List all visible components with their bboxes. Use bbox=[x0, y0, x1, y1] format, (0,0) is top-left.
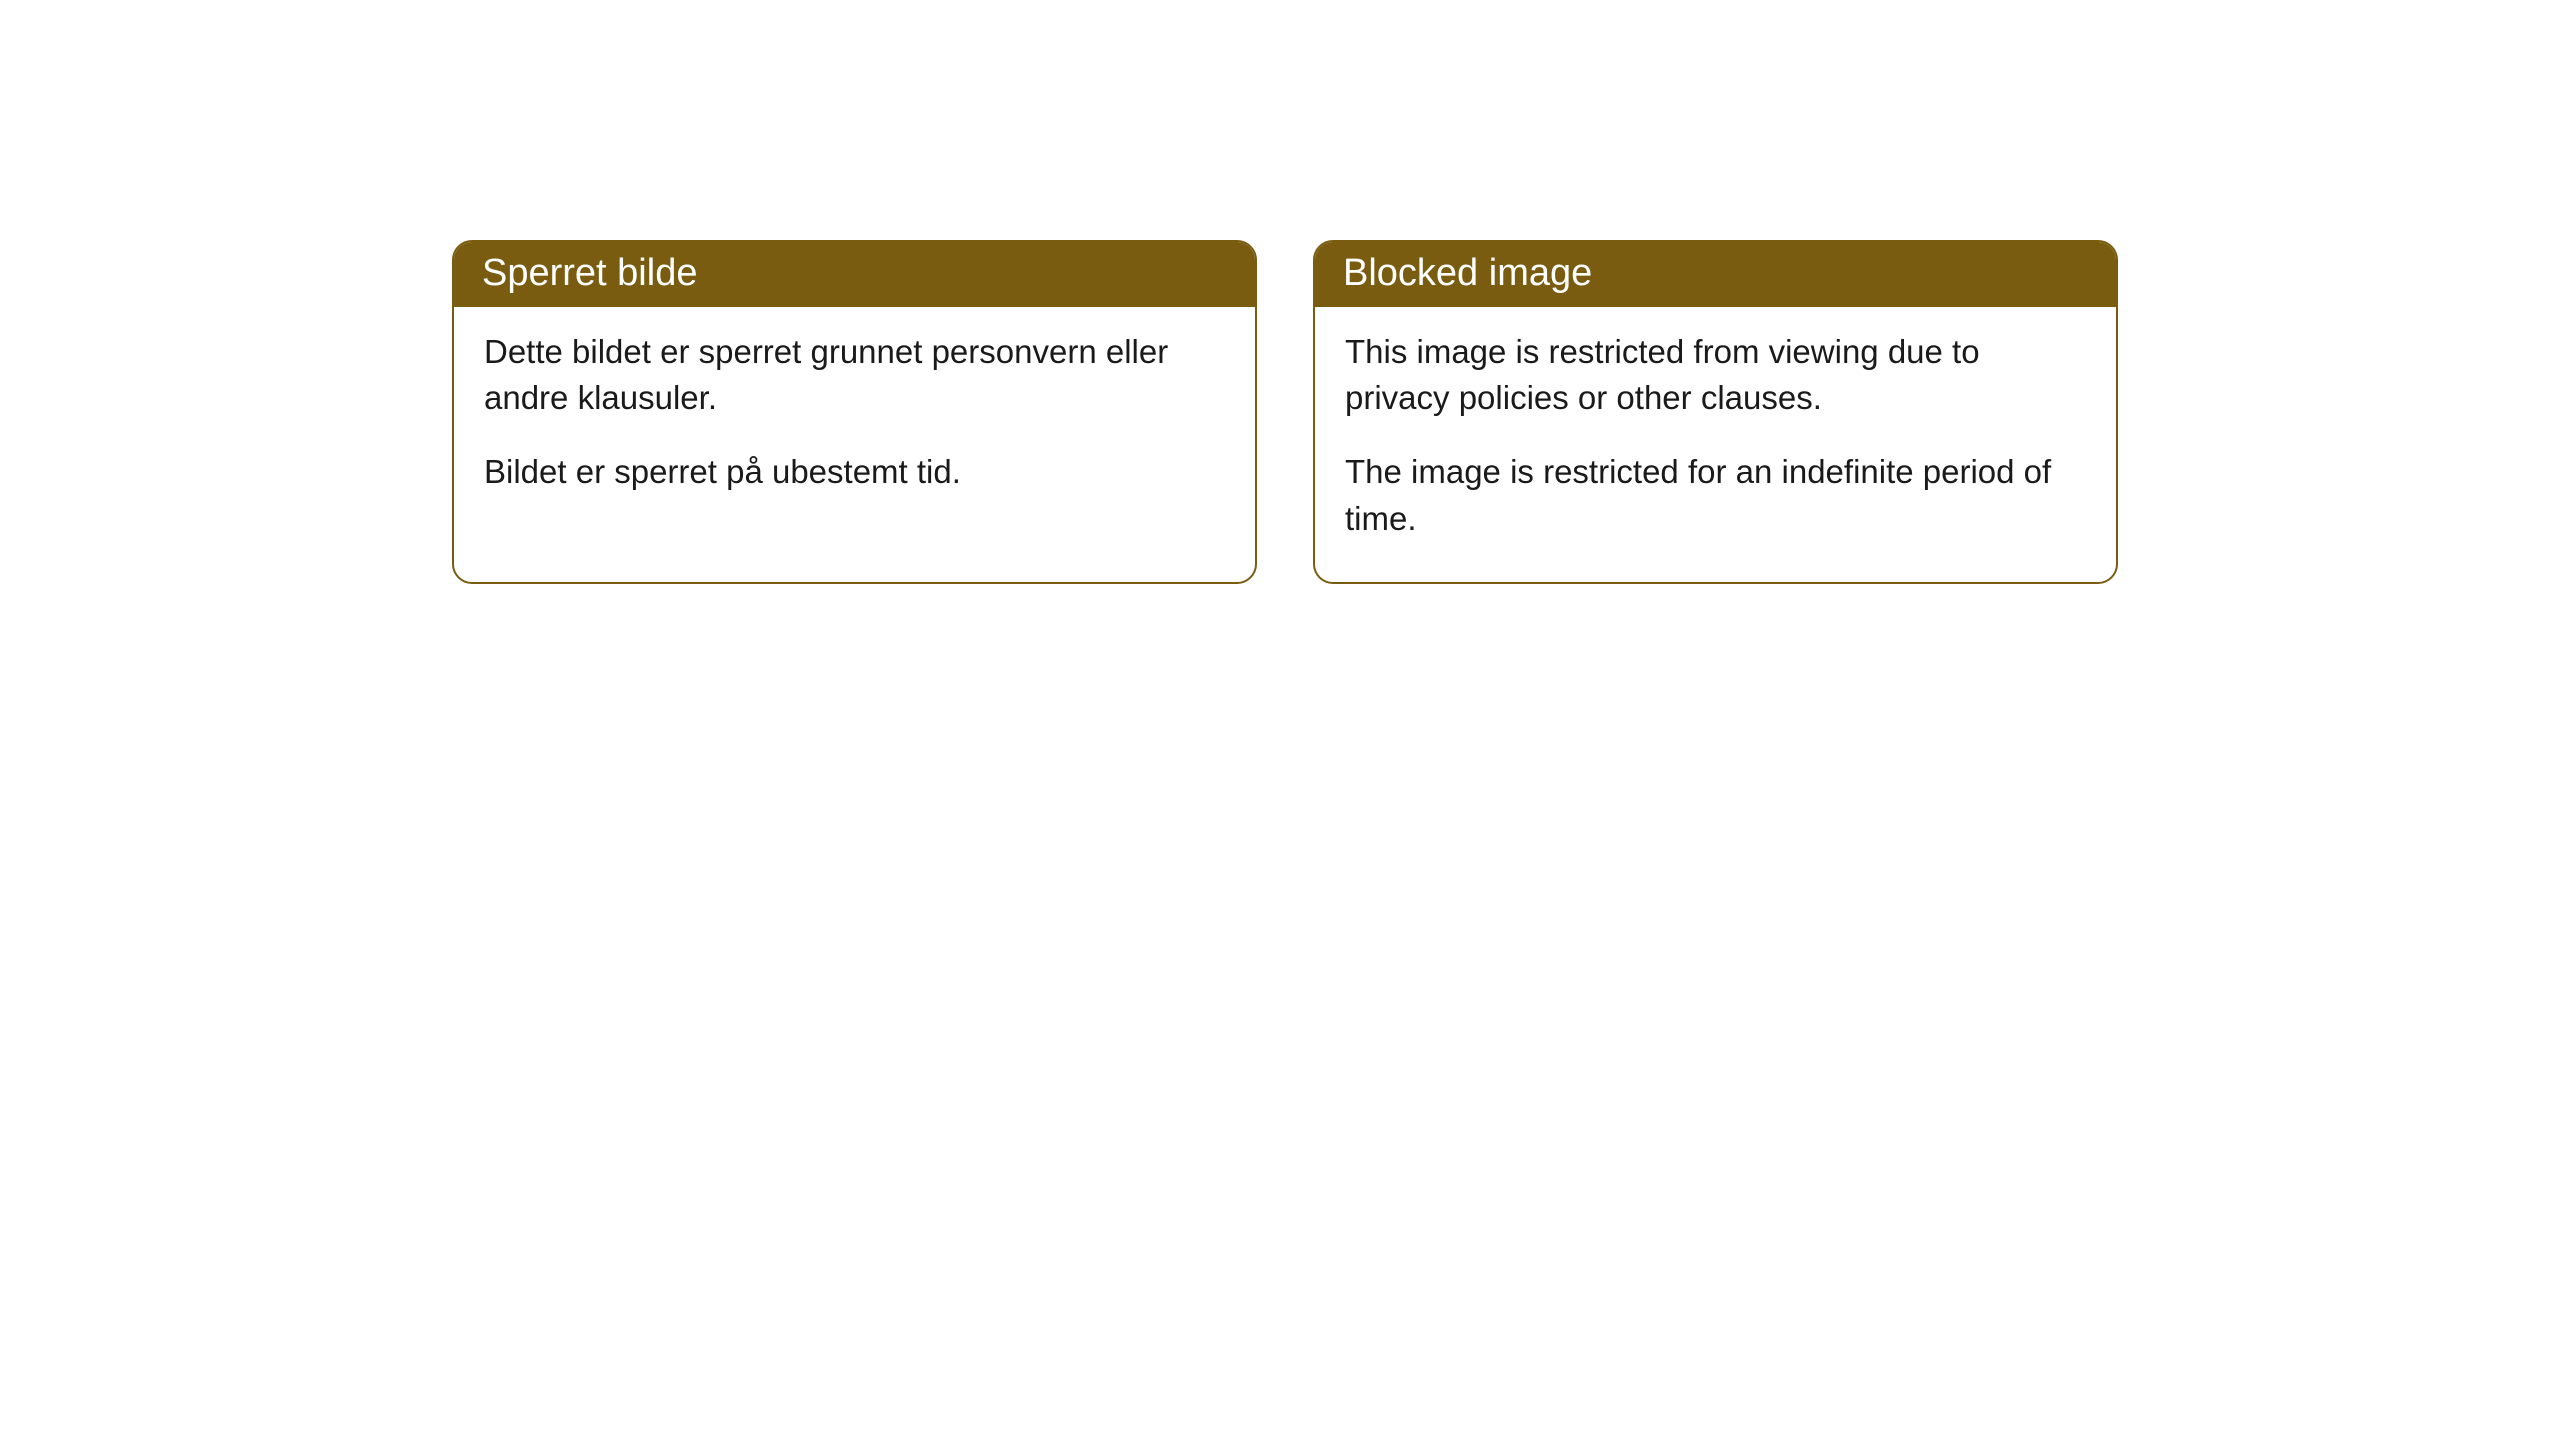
blocked-image-card-en: Blocked image This image is restricted f… bbox=[1313, 240, 2118, 584]
card-body: Dette bildet er sperret grunnet personve… bbox=[454, 307, 1255, 536]
blocked-image-card-no: Sperret bilde Dette bildet er sperret gr… bbox=[452, 240, 1257, 584]
card-paragraph: Bildet er sperret på ubestemt tid. bbox=[484, 449, 1225, 495]
notice-cards-container: Sperret bilde Dette bildet er sperret gr… bbox=[0, 0, 2560, 584]
card-paragraph: The image is restricted for an indefinit… bbox=[1345, 449, 2086, 541]
card-paragraph: Dette bildet er sperret grunnet personve… bbox=[484, 329, 1225, 421]
card-title: Sperret bilde bbox=[454, 242, 1255, 307]
card-paragraph: This image is restricted from viewing du… bbox=[1345, 329, 2086, 421]
card-title: Blocked image bbox=[1315, 242, 2116, 307]
card-body: This image is restricted from viewing du… bbox=[1315, 307, 2116, 582]
